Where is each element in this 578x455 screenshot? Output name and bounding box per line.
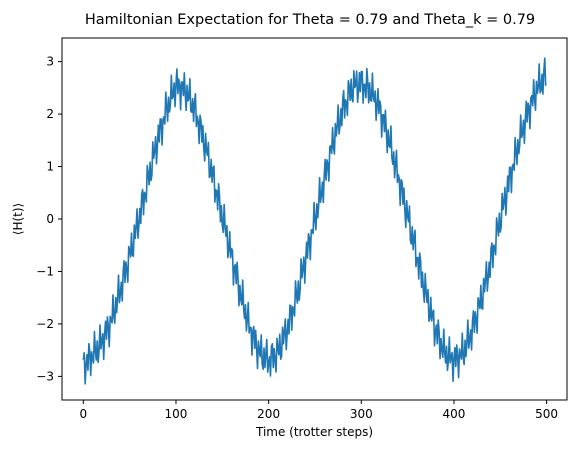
y-axis-label: ⟨H(t)⟩ [11,203,25,235]
x-tick-label: 200 [257,407,280,421]
y-tick-label: −1 [36,264,54,278]
series-line-hamiltonian-expectation [82,57,547,385]
x-tick-label: 0 [79,407,87,421]
y-tick-label: −3 [36,369,54,383]
x-tick-label: 300 [350,407,373,421]
y-tick-label: 2 [46,107,54,121]
x-tick-label: 400 [443,407,466,421]
plot-area [82,57,547,385]
x-tick-label: 500 [535,407,558,421]
y-tick-label: 0 [46,212,54,226]
x-axis-label: Time (trotter steps) [255,425,373,439]
x-tick-label: 100 [165,407,188,421]
x-axis: 0 100 200 300 400 500 [79,400,558,421]
y-tick-label: 1 [46,160,54,174]
chart-title: Hamiltonian Expectation for Theta = 0.79… [85,12,535,28]
y-axis: −3 −2 −1 0 1 2 3 [36,55,62,383]
y-tick-label: 3 [46,55,54,69]
y-tick-label: −2 [36,317,54,331]
